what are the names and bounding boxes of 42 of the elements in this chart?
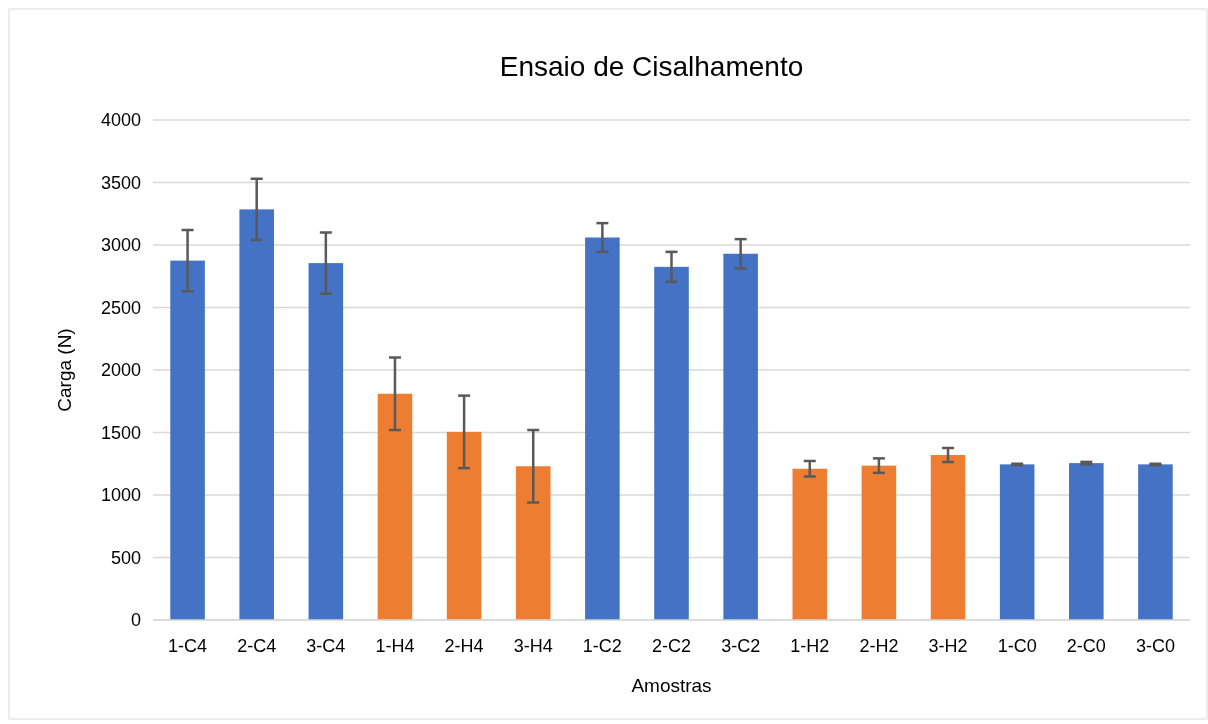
x-tick-label: 2-C0: [1066, 636, 1106, 656]
bar: [861, 465, 897, 620]
x-tick-label: 3-C0: [1135, 636, 1175, 656]
bar: [1138, 464, 1173, 620]
chart-title: Ensaio de Cisalhamento: [499, 51, 804, 82]
x-tick-label: 3-H4: [513, 636, 553, 656]
bar: [930, 455, 966, 620]
y-tick-label: 0: [130, 610, 141, 631]
bar: [446, 431, 482, 620]
x-axis-title: Amostras: [631, 675, 712, 696]
x-tick-label: 2-H2: [859, 636, 899, 656]
bar: [792, 468, 828, 620]
bar: [999, 464, 1035, 620]
x-tick-label: 3-C2: [721, 636, 761, 656]
bar: [170, 260, 205, 620]
x-tick-label: 1-C0: [997, 636, 1037, 656]
x-tick-label: 2-C2: [651, 636, 692, 656]
bar: [723, 253, 758, 620]
y-tick-label: 4000: [100, 110, 141, 131]
y-tick-label: 500: [110, 547, 141, 568]
bar: [308, 263, 344, 620]
y-tick-label: 1000: [100, 485, 141, 506]
y-axis-title: Carga (N): [54, 328, 75, 412]
x-tick-label: 2-C4: [237, 636, 277, 656]
bar: [1069, 463, 1104, 620]
bar: [654, 266, 689, 620]
y-tick-label: 2000: [100, 360, 141, 381]
x-tick-label: 2-H4: [444, 636, 484, 656]
x-tick-label: 3-C4: [306, 636, 346, 656]
x-tick-label: 3-H2: [928, 636, 968, 656]
y-tick-label: 1500: [100, 422, 141, 443]
y-tick-label: 3500: [100, 172, 141, 193]
x-tick-label: 1-C2: [582, 636, 622, 656]
bar: [377, 393, 413, 620]
x-tick-label: 1-H4: [375, 636, 415, 656]
y-tick-label: 3000: [100, 235, 141, 256]
bar: [515, 466, 551, 620]
y-tick-label: 2500: [100, 297, 141, 318]
bar: [239, 209, 274, 620]
x-tick-label: 1-H2: [790, 636, 830, 656]
bar: [585, 237, 620, 620]
x-tick-label: 1-C4: [168, 636, 208, 656]
